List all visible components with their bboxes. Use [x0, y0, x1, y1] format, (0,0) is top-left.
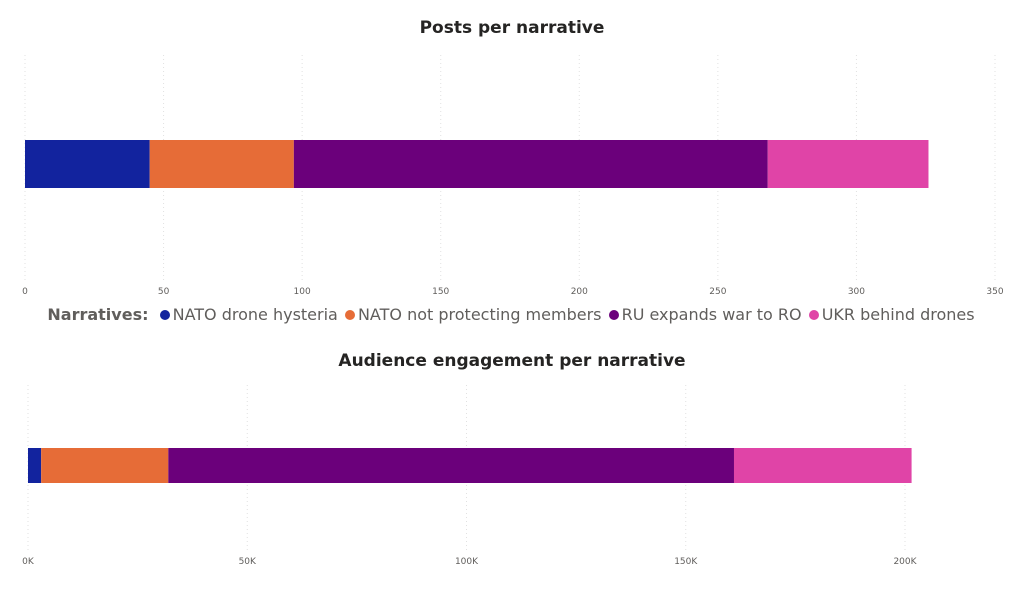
x-tick-label: 100K	[455, 557, 479, 567]
x-tick-label: 100	[294, 287, 311, 297]
bar-segment-ru-expands-war-to-ro[interactable]	[293, 140, 768, 188]
legend-dot-icon	[344, 310, 355, 320]
chart-title-engagement: Audience engagement per narrative	[338, 351, 686, 371]
legend-label: RU expands war to RO	[621, 305, 802, 324]
legend-dot-icon	[808, 310, 819, 320]
legend-label: NATO not protecting members	[357, 305, 602, 324]
x-tick-label: 350	[986, 287, 1003, 297]
x-tick-label: 300	[848, 287, 865, 297]
x-tick-label: 50K	[239, 557, 257, 567]
x-tick-label: 0	[22, 287, 28, 297]
legend-dot-icon	[159, 310, 170, 320]
bar-segment-nato-not-protecting-members[interactable]	[41, 448, 169, 483]
x-tick-label: 0K	[22, 557, 35, 567]
narratives-legend: Narratives: NATO drone hysteria NATO not…	[0, 305, 1024, 324]
legend-item-nato-drone-hysteria[interactable]: NATO drone hysteria	[159, 305, 338, 324]
bar-segment-ru-expands-war-to-ro[interactable]	[168, 448, 734, 483]
legend-dot-icon	[608, 310, 619, 320]
legend-label: NATO drone hysteria	[172, 305, 338, 324]
bar-segment-ukr-behind-drones[interactable]	[733, 448, 912, 483]
x-tick-label: 50	[158, 287, 170, 297]
bar-segment-ukr-behind-drones[interactable]	[767, 140, 929, 188]
bar-segment-nato-drone-hysteria[interactable]	[25, 140, 150, 188]
legend-label: UKR behind drones	[821, 305, 975, 324]
x-tick-label: 250	[709, 287, 726, 297]
posts-per-narrative-chart: 0 50 100 150 200 250 300 350	[22, 55, 1004, 297]
x-tick-label: 200K	[893, 557, 917, 567]
chart-title-posts: Posts per narrative	[419, 18, 605, 38]
x-tick-label: 150	[432, 287, 449, 297]
legend-item-ru-expands-war[interactable]: RU expands war to RO	[608, 305, 802, 324]
bar-segment-nato-not-protecting-members[interactable]	[149, 140, 294, 188]
legend-item-ukr-behind-drones[interactable]: UKR behind drones	[808, 305, 975, 324]
bar-segment-nato-drone-hysteria[interactable]	[28, 448, 42, 483]
legend-title: Narratives:	[47, 305, 149, 324]
x-tick-label: 150K	[674, 557, 698, 567]
legend-item-nato-not-protecting[interactable]: NATO not protecting members	[344, 305, 602, 324]
x-tick-label: 200	[571, 287, 588, 297]
